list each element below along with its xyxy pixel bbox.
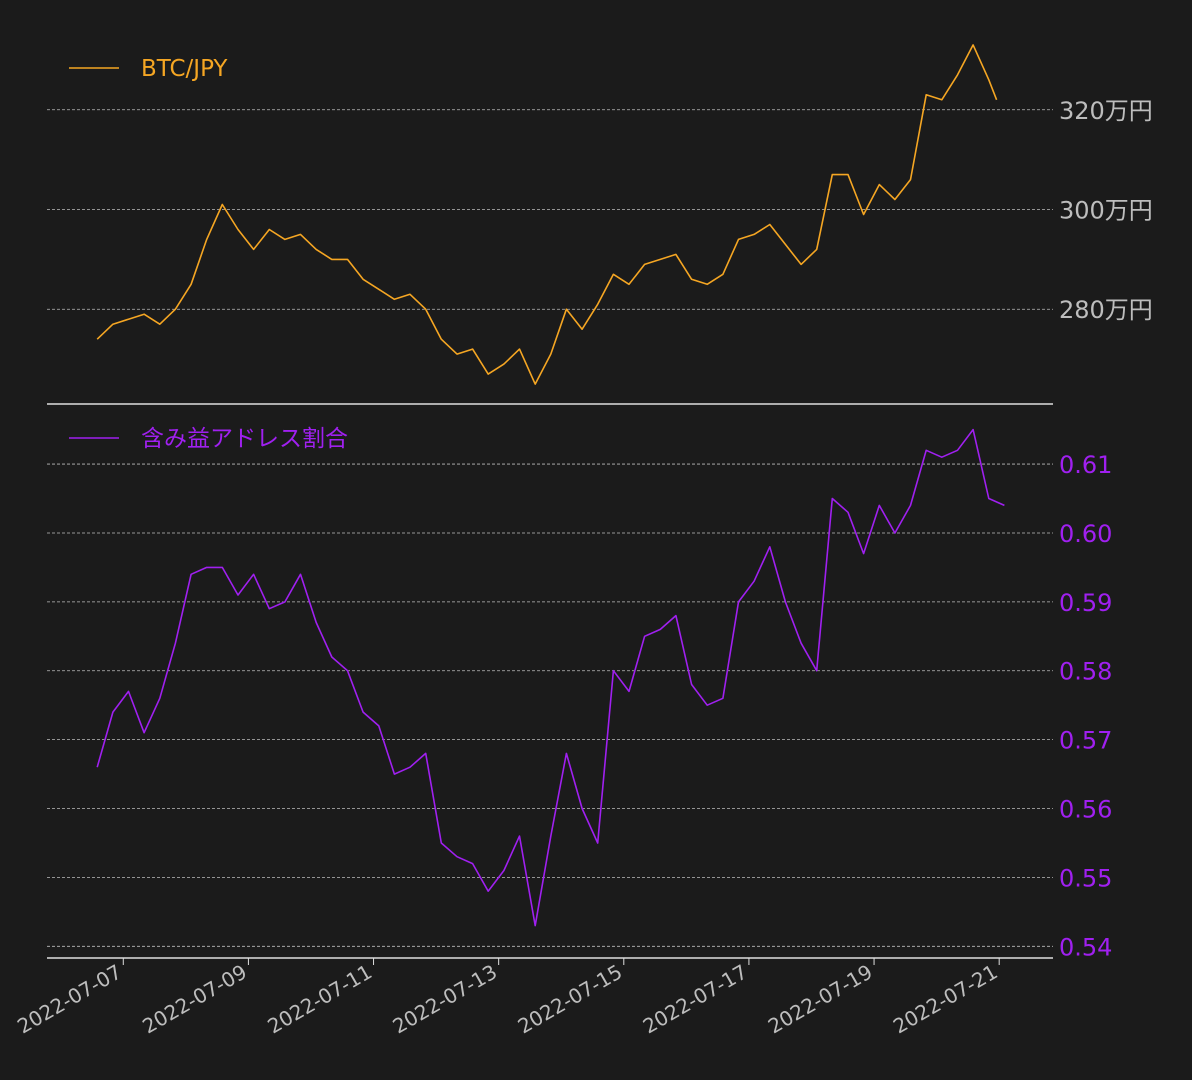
ratio-legend-label: 含み益アドレス割合 <box>141 426 348 452</box>
ratio-y-tick-label: 0.61 <box>1059 451 1112 479</box>
btc-legend-label: BTC/JPY <box>141 56 228 82</box>
btc-y-tick-label: 320万円 <box>1059 97 1153 125</box>
ratio-y-tick-label: 0.56 <box>1059 796 1112 824</box>
ratio-y-tick-label: 0.58 <box>1059 658 1112 686</box>
ratio-legend: 含み益アドレス割合 <box>69 426 348 452</box>
btc-panel: 280万円 300万円 320万円 BTC/JPY <box>47 44 1153 405</box>
btc-gridlines <box>47 109 1053 310</box>
ratio-y-tick-label: 0.55 <box>1059 864 1112 892</box>
ratio-line <box>96 428 1005 927</box>
ratio-y-axis: 0.54 0.55 0.56 0.57 0.58 0.59 0.60 0.61 <box>1059 451 1112 961</box>
ratio-y-tick-label: 0.60 <box>1059 520 1112 548</box>
ratio-gridlines <box>47 463 1053 947</box>
btc-y-axis: 280万円 300万円 320万円 <box>1059 97 1153 324</box>
ratio-y-tick-label: 0.54 <box>1059 933 1112 961</box>
btc-legend: BTC/JPY <box>69 56 228 82</box>
ratio-y-tick-label: 0.59 <box>1059 589 1112 617</box>
btc-price-line <box>96 44 998 385</box>
btc-y-tick-label: 280万円 <box>1059 296 1153 324</box>
ratio-y-tick-label: 0.57 <box>1059 727 1112 755</box>
btc-y-tick-label: 300万円 <box>1059 197 1153 225</box>
